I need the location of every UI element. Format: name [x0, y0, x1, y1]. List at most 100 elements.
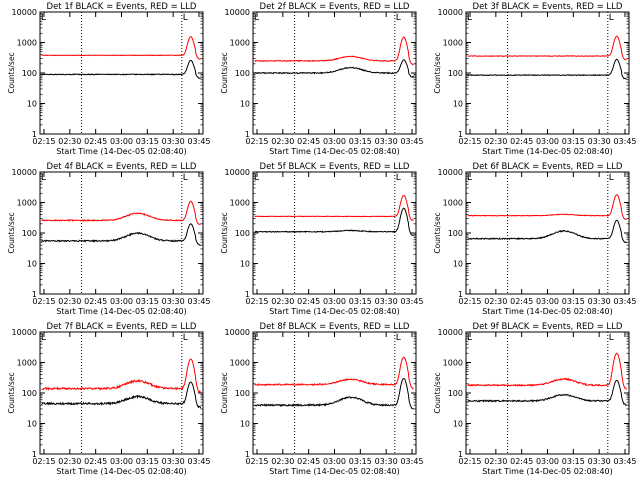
x-tick-label: 02:15	[245, 457, 268, 466]
chart-panel-8: 1 10 100 1000 10000 02:15 02:30 02:45 03:00 03:15…	[220, 322, 424, 476]
y-tick-label: 10	[27, 260, 37, 269]
chart-panel-7: 1 10 100 1000 10000 02:15 02:30 02:45 03:00 03:15…	[7, 322, 211, 476]
y-tick-label: 10000	[225, 168, 250, 177]
x-tick-label: 03:00	[110, 457, 133, 466]
marker-label: L	[396, 333, 401, 343]
marker-label: L	[609, 333, 614, 343]
y-tick-label: 1	[32, 450, 37, 459]
y-tick-label: 1	[32, 290, 37, 299]
series-events-line	[41, 381, 202, 409]
marker-label-left: L	[467, 173, 472, 183]
x-tick-label: 02:15	[245, 297, 268, 306]
chart-panel-3: 1 10 100 1000 10000 02:15 02:30 02:45 03:00 03:15…	[433, 2, 637, 156]
y-tick-label: 10	[27, 420, 37, 429]
marker-label-left: L	[254, 173, 259, 183]
y-tick-label: 10000	[12, 8, 37, 17]
y-tick-label: 10	[453, 260, 463, 269]
series-events-line	[467, 58, 627, 80]
y-tick-label: 1	[32, 130, 37, 139]
x-tick-label: 03:30	[162, 297, 185, 306]
y-tick-label: 1000	[443, 199, 463, 208]
x-tick-label: 03:45	[400, 457, 423, 466]
x-tick-label: 03:15	[349, 457, 372, 466]
y-axis-label: Counts/sec	[7, 372, 16, 413]
plot-frame	[465, 11, 630, 135]
marker-label: L	[396, 13, 401, 23]
series-lld-line	[254, 36, 414, 66]
chart-title: Det 3f BLACK = Events, RED = LLD	[473, 2, 623, 12]
x-tick-label: 03:45	[187, 297, 210, 306]
marker-label: L	[183, 173, 188, 183]
x-tick-label: 03:00	[323, 297, 346, 306]
x-tick-label: 03:00	[110, 137, 133, 146]
chart-title: Det 9f BLACK = Events, RED = LLD	[473, 322, 623, 332]
x-tick-label: 03:45	[613, 137, 636, 146]
series-lld-line	[41, 200, 201, 225]
y-tick-label: 100	[448, 69, 463, 78]
x-tick-label: 02:30	[271, 137, 294, 146]
x-tick-label: 02:30	[271, 457, 294, 466]
y-tick-label: 10	[240, 100, 250, 109]
y-tick-label: 1000	[17, 199, 37, 208]
x-tick-label: 02:30	[58, 457, 81, 466]
x-axis-label: Start Time (14-Dec-05 02:08:40)	[482, 307, 613, 316]
y-tick-label: 100	[22, 69, 37, 78]
x-tick-label: 02:30	[58, 137, 81, 146]
x-tick-label: 02:15	[458, 457, 481, 466]
marker-label-left: L	[41, 173, 46, 183]
chart-title: Det 5f BLACK = Events, RED = LLD	[260, 162, 410, 172]
series-lld-line	[254, 356, 414, 390]
x-tick-label: 03:45	[400, 297, 423, 306]
x-axis-label: Start Time (14-Dec-05 02:08:40)	[56, 147, 187, 156]
chart-title: Det 7f BLACK = Events, RED = LLD	[47, 322, 197, 332]
series-events-line	[467, 379, 627, 406]
x-tick-label: 03:30	[588, 137, 611, 146]
x-tick-label: 02:15	[32, 457, 55, 466]
y-tick-label: 1000	[230, 39, 250, 48]
plot-frame	[465, 331, 630, 455]
y-tick-label: 10	[240, 420, 250, 429]
x-tick-label: 02:45	[84, 457, 107, 466]
y-axis-label: Counts/sec	[220, 52, 229, 93]
x-tick-label: 02:45	[297, 457, 320, 466]
x-axis-label: Start Time (14-Dec-05 02:08:40)	[269, 307, 400, 316]
plot-frame	[252, 171, 417, 295]
x-tick-label: 03:15	[349, 137, 372, 146]
marker-label-left: L	[254, 13, 259, 23]
y-tick-label: 1	[245, 130, 250, 139]
y-tick-label: 10000	[438, 8, 463, 17]
x-tick-label: 03:15	[349, 297, 372, 306]
marker-label: L	[183, 13, 188, 23]
marker-label-left: L	[41, 13, 46, 23]
y-tick-label: 1	[458, 130, 463, 139]
x-tick-label: 02:45	[297, 137, 320, 146]
x-tick-label: 02:15	[245, 137, 268, 146]
y-tick-label: 10000	[438, 168, 463, 177]
y-tick-label: 1000	[443, 39, 463, 48]
x-tick-label: 03:15	[562, 457, 585, 466]
chart-panel-5: 1 10 100 1000 10000 02:15 02:30 02:45 03:00 03:15…	[220, 162, 424, 316]
y-axis-label: Counts/sec	[7, 212, 16, 253]
x-tick-label: 02:15	[32, 297, 55, 306]
plot-frame	[252, 331, 417, 455]
y-tick-label: 100	[235, 229, 250, 238]
x-axis-label: Start Time (14-Dec-05 02:08:40)	[56, 467, 187, 476]
series-lld-line	[467, 35, 627, 61]
x-tick-label: 02:45	[84, 137, 107, 146]
y-tick-label: 10000	[225, 328, 250, 337]
x-tick-label: 03:00	[536, 297, 559, 306]
chart-panel-9: 1 10 100 1000 10000 02:15 02:30 02:45 03:00 03:15…	[433, 322, 637, 476]
chart-title: Det 6f BLACK = Events, RED = LLD	[473, 162, 623, 172]
y-axis-label: Counts/sec	[433, 52, 442, 93]
plot-frame	[39, 171, 204, 295]
chart-title: Det 2f BLACK = Events, RED = LLD	[260, 2, 410, 12]
y-tick-label: 1	[458, 290, 463, 299]
series-events-line	[254, 377, 414, 410]
chart-title: Det 4f BLACK = Events, RED = LLD	[47, 162, 197, 172]
y-axis-label: Counts/sec	[7, 52, 16, 93]
y-tick-label: 10000	[12, 328, 37, 337]
x-tick-label: 03:15	[136, 457, 159, 466]
y-tick-label: 100	[448, 389, 463, 398]
marker-label: L	[183, 333, 188, 343]
